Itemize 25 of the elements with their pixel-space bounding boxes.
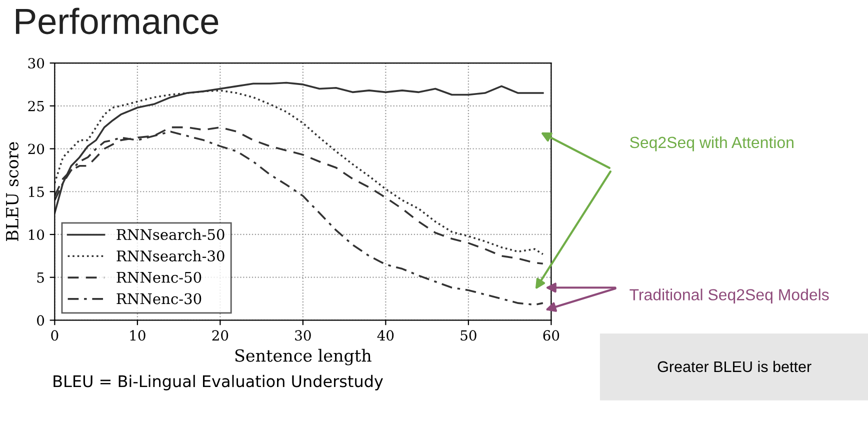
y-tick-label: 20 <box>28 144 44 154</box>
legend-label: RNNenc-50 <box>116 272 202 283</box>
y-tick-label: 30 <box>28 58 44 68</box>
y-tick-label: 10 <box>28 229 44 240</box>
x-tick-label: 40 <box>377 330 394 341</box>
y-tick-label: 5 <box>37 272 44 283</box>
text: Traditional Seq2Seq Models <box>630 288 829 304</box>
x-axis-title: Sentence length <box>235 348 372 366</box>
y-tick-label: 25 <box>28 100 44 112</box>
x-tick-label: 30 <box>295 330 311 341</box>
text: BLEU = Bi-Lingual Evaluation Understudy <box>54 374 383 390</box>
x-tick-label: 20 <box>212 330 228 341</box>
y-tick-label: 0 <box>37 315 44 326</box>
x-tick-label: 0 <box>51 330 58 341</box>
y-tick-label: 15 <box>28 186 44 198</box>
legend-label: RNNsearch-30 <box>116 250 224 262</box>
x-tick-label: 60 <box>543 330 560 341</box>
legend-label: RNNsearch-50 <box>116 228 224 240</box>
chart-title: Performance <box>16 8 218 34</box>
text: Seq2Seq with Attention <box>630 136 794 152</box>
legend-label: RNNenc-30 <box>116 293 202 304</box>
x-tick-label: 50 <box>460 330 476 341</box>
x-tick-label: 10 <box>130 330 146 341</box>
y-axis-title: BLEU score <box>6 142 19 241</box>
text: Greater BLEU is better <box>658 360 812 372</box>
